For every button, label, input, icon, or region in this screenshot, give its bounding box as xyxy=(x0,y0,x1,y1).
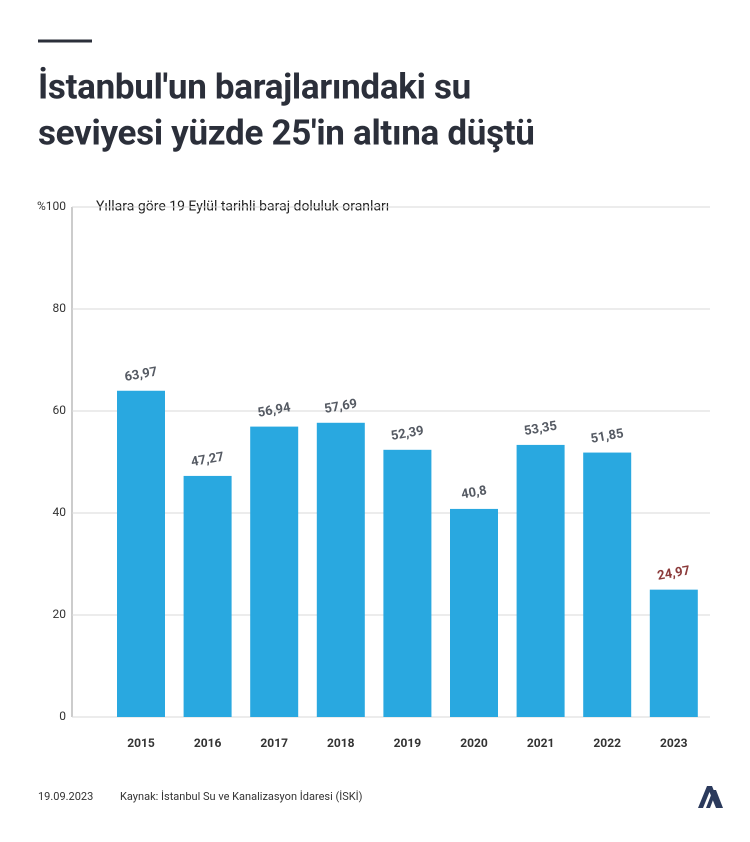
date: 19.09.2023 xyxy=(38,790,93,803)
x-tick-label: 2021 xyxy=(527,736,555,750)
y-tick-label: 60 xyxy=(53,403,67,417)
x-tick-label: 2019 xyxy=(394,736,422,750)
value-label: 63,97 xyxy=(123,364,158,385)
x-tick-label: 2017 xyxy=(260,736,288,750)
value-label: 52,39 xyxy=(390,423,425,444)
bar xyxy=(583,452,632,717)
value-label: 56,94 xyxy=(257,400,293,421)
logo-shape xyxy=(698,786,721,808)
bar xyxy=(383,449,432,717)
value-label: 57,69 xyxy=(323,396,358,417)
value-label: 47,27 xyxy=(190,450,225,471)
y-tick-label: 40 xyxy=(53,505,67,519)
bar xyxy=(649,589,698,717)
y-tick-label: 20 xyxy=(53,607,67,621)
value-label: 51,85 xyxy=(590,426,625,447)
logo-shape xyxy=(706,790,723,808)
value-label: 40,8 xyxy=(460,483,488,502)
bar xyxy=(183,475,232,717)
chart-title: İstanbul'un barajlarındaki su xyxy=(38,66,471,107)
x-tick-label: 2022 xyxy=(593,736,621,750)
source: Kaynak: İstanbul Su ve Kanalizasyon İdar… xyxy=(120,790,363,803)
x-tick-label: 2020 xyxy=(460,736,488,750)
value-label: 24,97 xyxy=(656,563,691,584)
x-tick-label: 2023 xyxy=(660,736,688,750)
y-tick-label: 0 xyxy=(59,709,66,723)
x-tick-label: 2015 xyxy=(127,736,155,750)
value-label: 53,35 xyxy=(523,419,558,440)
bar xyxy=(250,426,299,717)
bar xyxy=(450,508,498,717)
y-tick-label: %100 xyxy=(37,199,66,213)
bar xyxy=(117,390,165,717)
y-tick-label: 80 xyxy=(53,301,67,315)
chart-title: seviyesi yüzde 25'in altına düştü xyxy=(38,112,535,153)
bar xyxy=(316,422,365,717)
bar xyxy=(516,444,565,717)
logo xyxy=(698,786,723,808)
x-tick-label: 2018 xyxy=(327,736,355,750)
x-tick-label: 2016 xyxy=(194,736,222,750)
